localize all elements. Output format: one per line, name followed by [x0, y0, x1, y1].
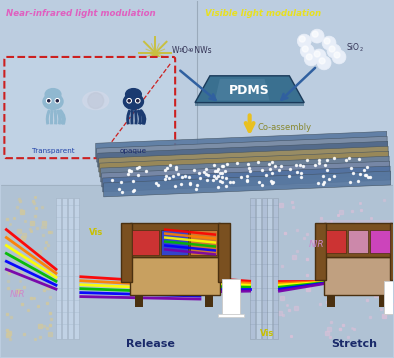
Circle shape: [304, 52, 318, 66]
Text: Visible light modulation: Visible light modulation: [205, 9, 321, 18]
Bar: [326, 229, 346, 253]
Bar: [384, 281, 392, 314]
Polygon shape: [62, 198, 67, 339]
Bar: [327, 295, 335, 307]
Bar: [315, 223, 326, 280]
Bar: [2, 1, 392, 185]
Polygon shape: [100, 151, 388, 177]
Polygon shape: [98, 141, 388, 167]
Bar: [132, 229, 159, 255]
Bar: [379, 295, 387, 307]
Circle shape: [319, 58, 325, 64]
Circle shape: [306, 54, 312, 60]
Bar: [324, 257, 392, 295]
Bar: [121, 223, 132, 282]
Polygon shape: [104, 171, 390, 197]
Circle shape: [329, 46, 335, 52]
Text: O: O: [182, 46, 188, 55]
Ellipse shape: [43, 94, 63, 109]
Bar: [190, 229, 217, 255]
Bar: [222, 279, 240, 314]
Polygon shape: [97, 136, 387, 162]
Bar: [205, 295, 213, 307]
Bar: [348, 229, 368, 253]
Text: 49: 49: [188, 48, 194, 53]
Circle shape: [55, 98, 59, 103]
FancyBboxPatch shape: [4, 57, 175, 158]
Polygon shape: [99, 146, 388, 172]
Circle shape: [136, 98, 140, 103]
Bar: [218, 314, 243, 317]
Circle shape: [297, 34, 311, 48]
Ellipse shape: [88, 93, 104, 108]
Bar: [161, 229, 188, 255]
Circle shape: [56, 100, 58, 102]
Text: Release: Release: [126, 339, 175, 349]
Ellipse shape: [45, 89, 61, 100]
Circle shape: [327, 44, 341, 58]
Bar: [370, 229, 390, 253]
Polygon shape: [96, 131, 387, 157]
Polygon shape: [215, 79, 269, 101]
Circle shape: [334, 52, 340, 58]
Polygon shape: [250, 198, 255, 339]
Circle shape: [322, 36, 336, 50]
Circle shape: [300, 44, 314, 58]
Text: W: W: [172, 46, 180, 55]
Text: PDMS: PDMS: [229, 84, 270, 97]
Text: Vis: Vis: [260, 329, 274, 338]
Polygon shape: [195, 76, 304, 103]
Bar: [130, 257, 220, 295]
Ellipse shape: [126, 89, 141, 100]
Text: NIR: NIR: [309, 240, 325, 249]
Polygon shape: [256, 198, 260, 339]
Polygon shape: [68, 198, 73, 339]
Circle shape: [46, 98, 51, 103]
Ellipse shape: [123, 94, 143, 109]
Polygon shape: [101, 156, 389, 182]
Polygon shape: [273, 198, 279, 339]
Text: Transparent: Transparent: [32, 148, 74, 154]
Text: Vis: Vis: [89, 228, 103, 237]
Circle shape: [324, 38, 330, 44]
Text: 2: 2: [360, 47, 363, 52]
Ellipse shape: [83, 92, 109, 110]
Circle shape: [137, 100, 139, 102]
Circle shape: [127, 98, 131, 103]
Text: 18: 18: [178, 48, 184, 53]
Polygon shape: [74, 198, 79, 339]
Bar: [390, 223, 394, 280]
Circle shape: [48, 100, 50, 102]
Polygon shape: [268, 198, 273, 339]
Circle shape: [312, 49, 326, 63]
Text: NIR: NIR: [9, 290, 25, 299]
Bar: [324, 223, 392, 257]
Polygon shape: [262, 198, 266, 339]
Circle shape: [302, 46, 308, 52]
Polygon shape: [56, 198, 61, 339]
Bar: [218, 223, 230, 282]
Circle shape: [314, 51, 320, 57]
Polygon shape: [102, 161, 390, 187]
Polygon shape: [103, 166, 390, 192]
Text: opaque: opaque: [120, 148, 147, 154]
Text: NWs: NWs: [192, 46, 212, 55]
Bar: [136, 295, 143, 307]
Circle shape: [310, 29, 324, 43]
Text: Stretch: Stretch: [331, 339, 377, 349]
Circle shape: [332, 50, 346, 64]
Polygon shape: [195, 103, 304, 106]
Circle shape: [299, 36, 305, 42]
Text: SiO: SiO: [347, 43, 360, 52]
Circle shape: [128, 100, 130, 102]
Circle shape: [312, 31, 318, 37]
Bar: [130, 223, 220, 257]
Text: Near-infrared light modulation: Near-infrared light modulation: [6, 9, 156, 18]
Circle shape: [317, 56, 331, 70]
Bar: [2, 185, 392, 357]
Text: Co-assembly: Co-assembly: [258, 123, 312, 132]
Bar: [319, 220, 394, 267]
